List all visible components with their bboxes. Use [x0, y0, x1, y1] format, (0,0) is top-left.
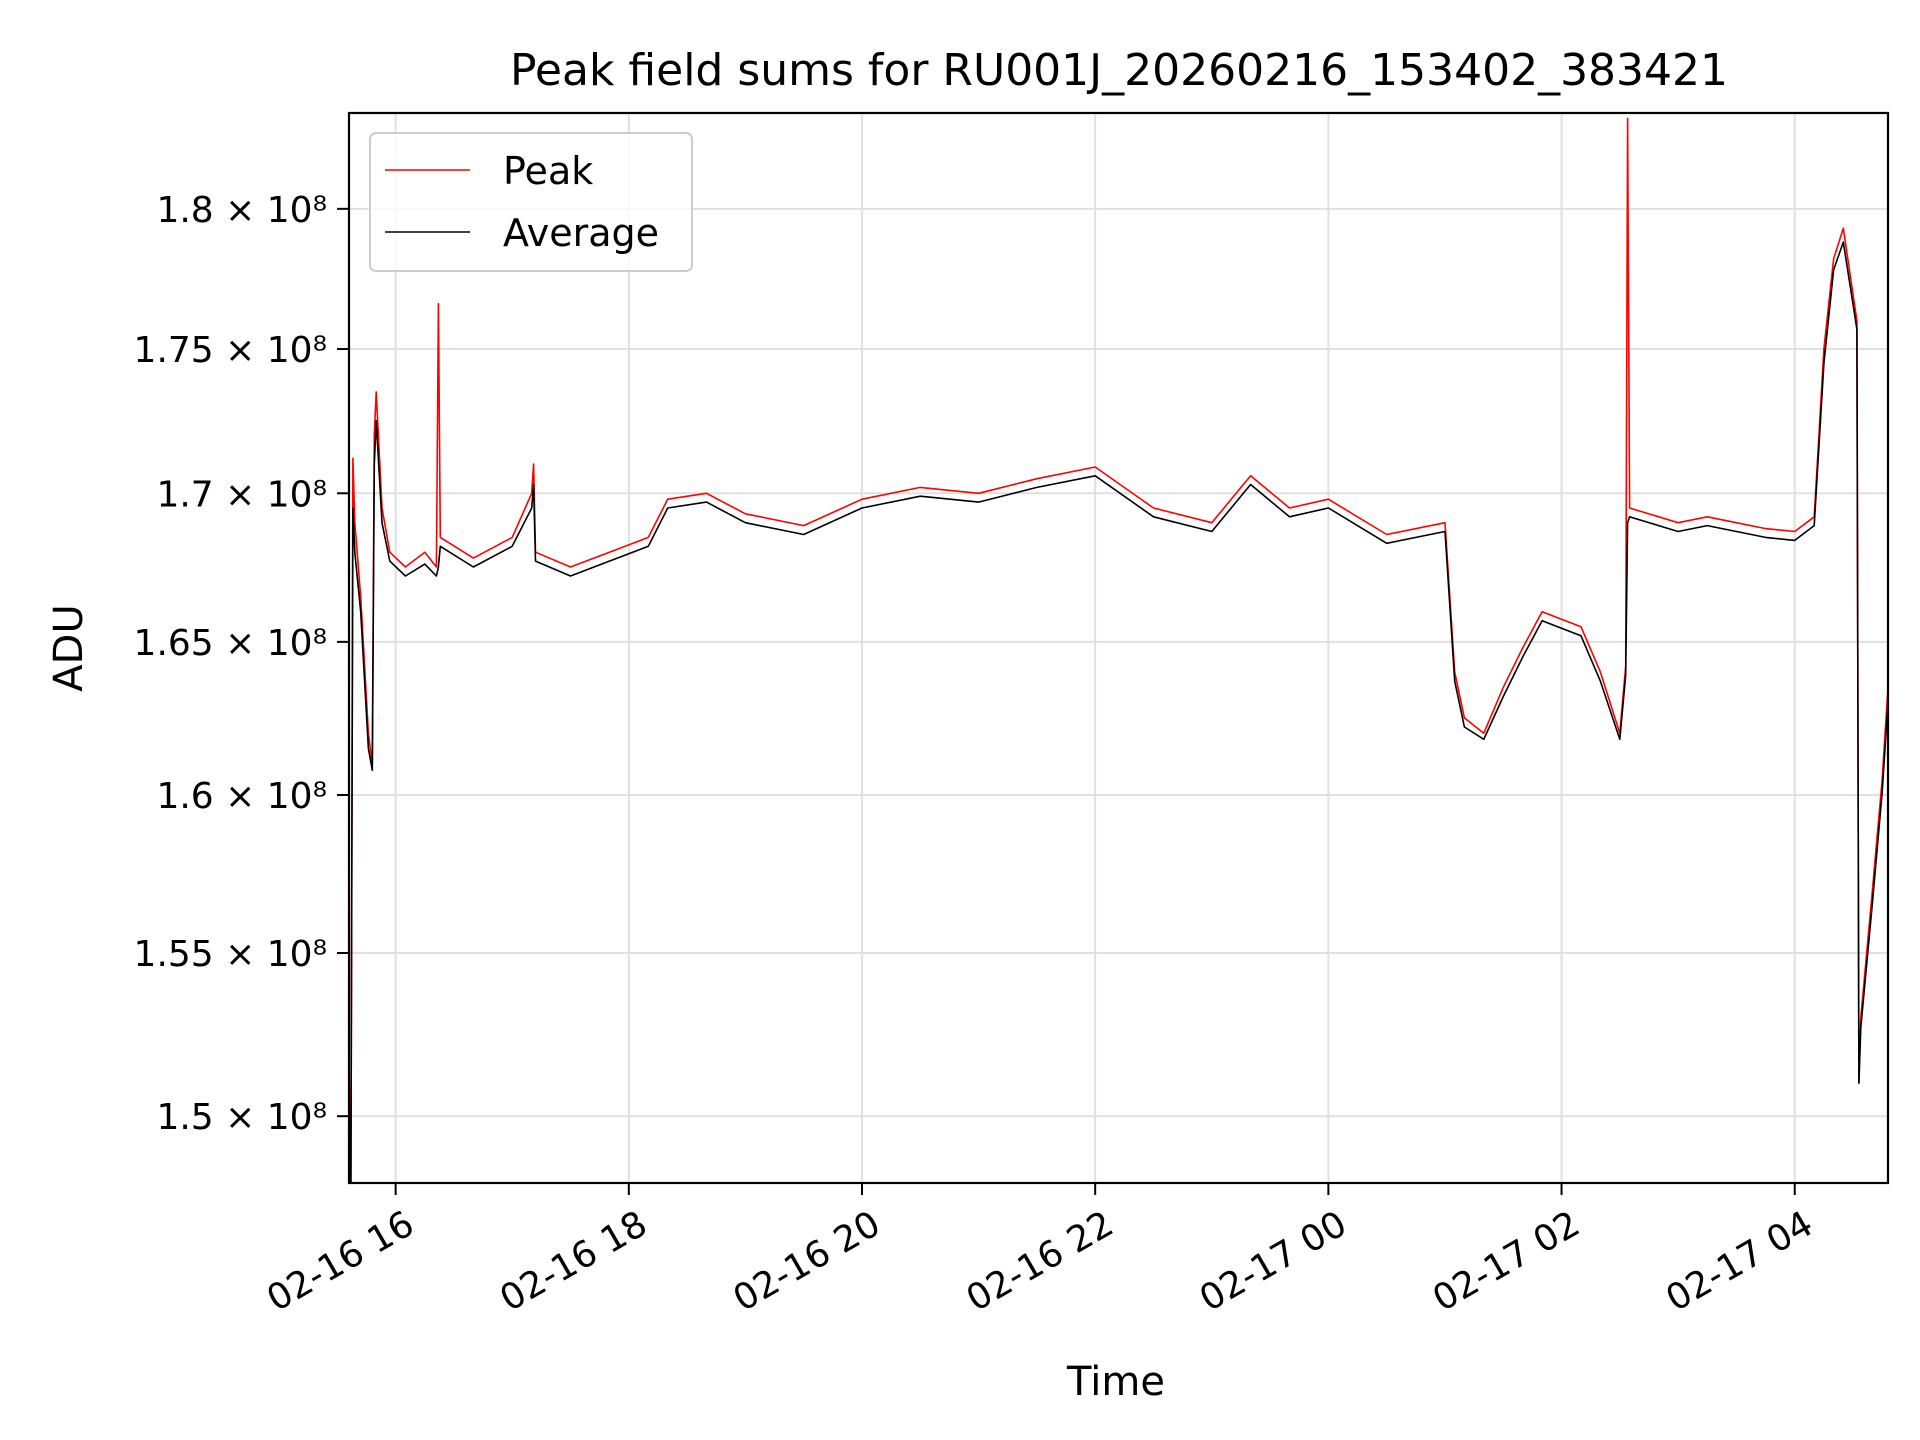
- legend-box: [369, 132, 693, 272]
- y-tick-label: 1.55 × 10⁸: [134, 934, 327, 975]
- chart-title: Peak field sums for RU001J_20260216_1534…: [510, 45, 1728, 96]
- grid-lines: [349, 113, 1888, 1183]
- y-axis: 1.5 × 10⁸ 1.55 × 10⁸ 1.6 × 10⁸ 1.65 × 10⁸ 1.…: [134, 190, 349, 1138]
- y-tick-label: 1.6 × 10⁸: [156, 776, 327, 817]
- x-axis-label: Time: [1066, 1359, 1165, 1405]
- y-tick-label: 1.5 × 10⁸: [156, 1097, 327, 1138]
- legend-label-average: Average: [503, 211, 659, 255]
- legend: Peak Average: [369, 132, 693, 272]
- y-tick-label: 1.8 × 10⁸: [156, 190, 327, 231]
- series-line-average: [348, 241, 1889, 1184]
- y-tick-label: 1.75 × 10⁸: [134, 330, 327, 371]
- y-axis-label: ADU: [46, 604, 92, 691]
- y-tick-label: 1.7 × 10⁸: [156, 474, 327, 515]
- y-tick-label: 1.65 × 10⁸: [134, 623, 327, 664]
- series-layer: [348, 117, 1889, 1184]
- legend-label-peak: Peak: [503, 149, 593, 193]
- plot-frame: [347, 111, 1890, 1185]
- series-line-peak: [348, 117, 1889, 1184]
